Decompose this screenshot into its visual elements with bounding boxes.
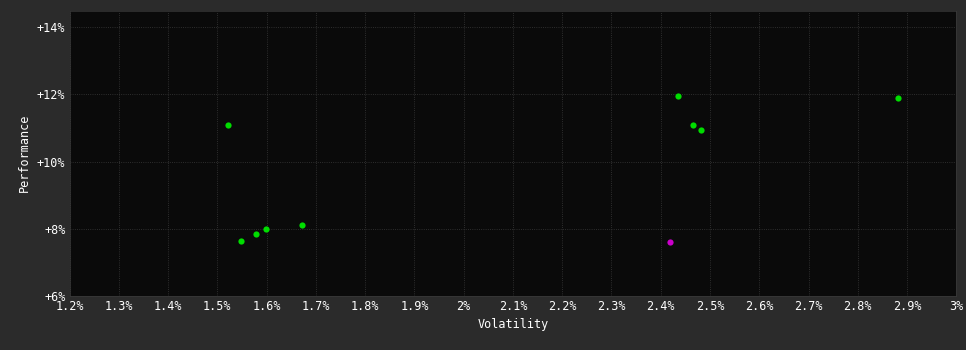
Point [662,239,677,245]
Point [220,122,236,128]
Point [258,226,273,231]
Y-axis label: Performance: Performance [18,114,31,192]
Point [694,127,709,132]
Point [295,222,310,228]
Point [685,122,700,128]
Point [233,238,248,244]
Point [670,93,686,99]
Point [248,231,264,237]
X-axis label: Volatility: Volatility [477,318,549,331]
Point [891,96,906,101]
